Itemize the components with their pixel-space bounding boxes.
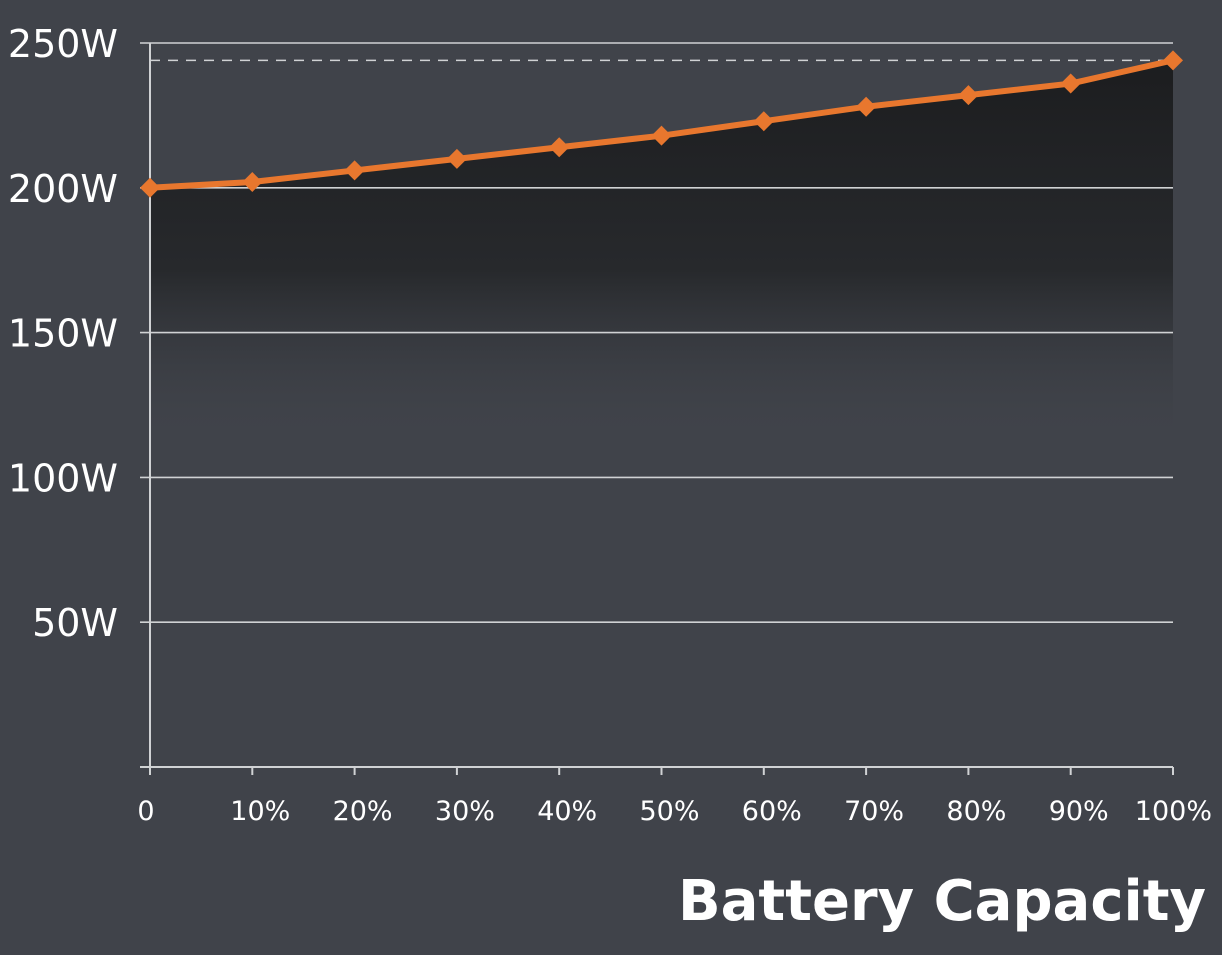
- x-tick-label: 80%: [946, 796, 1006, 827]
- x-tick-label: 60%: [742, 796, 802, 827]
- x-tick-label: 20%: [333, 796, 393, 827]
- data-point: [549, 137, 570, 158]
- y-tick-label: 200W: [8, 167, 118, 211]
- x-axis-label: Battery Capacity: [678, 869, 1206, 934]
- x-tick-label: 10%: [230, 796, 290, 827]
- data-point: [753, 111, 774, 132]
- axes: [140, 43, 1174, 775]
- x-tick-label: 0: [137, 796, 154, 827]
- data-point: [446, 148, 467, 169]
- series-line-layer: [140, 50, 1183, 198]
- data-point: [242, 172, 263, 193]
- x-tick-label: 40%: [537, 796, 597, 827]
- y-tick-labels: 50W 100W 150W 200W 250W: [8, 22, 118, 645]
- x-tick-label: 100%: [1135, 796, 1212, 827]
- x-tick-label: 50%: [639, 796, 699, 827]
- y-tick-label: 150W: [8, 312, 118, 356]
- y-tick-label: 50W: [32, 601, 118, 645]
- series-area: [150, 60, 1173, 445]
- y-tick-label: 250W: [8, 22, 118, 66]
- data-point: [958, 85, 979, 106]
- data-point: [651, 125, 672, 146]
- x-tick-label: 30%: [435, 796, 495, 827]
- y-tick-label: 100W: [8, 456, 118, 500]
- x-tick-label: 90%: [1049, 796, 1109, 827]
- area-fill-layer: [150, 60, 1173, 445]
- data-point: [856, 96, 877, 117]
- data-point: [140, 177, 160, 198]
- x-tick-label: 70%: [844, 796, 904, 827]
- data-point: [344, 160, 365, 181]
- data-point: [1060, 73, 1081, 94]
- data-point: [1163, 50, 1183, 71]
- gridlines: [140, 42, 1173, 624]
- x-tick-labels: 0 10% 20% 30% 40% 50% 60% 70% 80% 90% 100%: [137, 796, 1212, 827]
